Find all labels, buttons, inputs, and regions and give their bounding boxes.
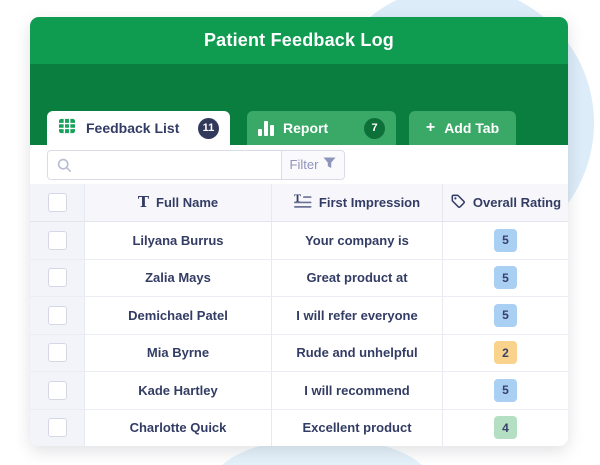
tag-icon	[450, 193, 466, 212]
table-row: Lilyana Burrus Your company is 5	[30, 222, 568, 260]
tab-report-label: Report	[283, 120, 329, 136]
report-count-badge: 7	[364, 117, 385, 139]
plus-icon: +	[425, 119, 436, 136]
table-row: Demichael Patel I will refer everyone 5	[30, 297, 568, 335]
filter-funnel-icon	[323, 157, 336, 172]
column-header-first-impression[interactable]: T First Impression	[272, 184, 443, 221]
svg-text:T: T	[294, 194, 301, 205]
column-label: Full Name	[156, 195, 219, 210]
text-field-icon: T	[137, 193, 150, 211]
tab-report[interactable]: Report 7	[247, 111, 396, 145]
rating-badge: 5	[494, 228, 517, 252]
first-impression-cell[interactable]: I will recommend	[272, 372, 443, 409]
row-gutter-cell	[30, 297, 85, 334]
rating-badge: 5	[494, 378, 517, 402]
bar-chart-icon	[258, 120, 274, 136]
table-grid-icon	[58, 118, 76, 139]
patient-feedback-app-window: Patient Feedback Log Feedback List 11 Re…	[30, 17, 568, 446]
rating-badge: 4	[494, 416, 517, 440]
row-checkbox[interactable]	[47, 268, 67, 288]
overall-rating-cell[interactable]: 5	[443, 222, 568, 259]
first-impression-cell[interactable]: Your company is	[272, 222, 443, 259]
search-box: Filter	[47, 149, 345, 180]
overall-rating-cell[interactable]: 4	[443, 410, 568, 447]
column-label: Overall Rating	[472, 195, 562, 210]
overall-rating-cell[interactable]: 5	[443, 297, 568, 334]
add-tab-button[interactable]: + Add Tab	[409, 111, 516, 145]
feedback-count-badge: 11	[198, 117, 219, 139]
full-name-cell[interactable]: Kade Hartley	[85, 372, 272, 409]
tab-feedback-list[interactable]: Feedback List 11	[47, 111, 230, 145]
row-gutter-cell	[30, 334, 85, 371]
row-checkbox[interactable]	[47, 380, 67, 400]
row-gutter-cell	[30, 409, 85, 446]
first-impression-cell[interactable]: I will refer everyone	[272, 297, 443, 334]
add-tab-label: Add Tab	[444, 120, 500, 136]
header-gutter-cell	[30, 184, 85, 221]
full-name-cell[interactable]: Charlotte Quick	[85, 409, 272, 446]
table-row: Mia Byrne Rude and unhelpful 2	[30, 334, 568, 372]
app-title: Patient Feedback Log	[203, 30, 395, 50]
full-name-cell[interactable]: Mia Byrne	[85, 334, 272, 371]
row-gutter-cell	[30, 372, 85, 409]
filter-button[interactable]: Filter	[281, 150, 344, 179]
table-row: Charlotte Quick Excellent product 4	[30, 409, 568, 447]
rating-badge: 5	[494, 266, 517, 290]
column-header-full-name[interactable]: T Full Name	[85, 184, 272, 221]
search-input[interactable]	[48, 150, 281, 179]
row-gutter-cell	[30, 222, 85, 259]
rating-badge: 2	[494, 341, 517, 365]
row-checkbox[interactable]	[47, 230, 67, 250]
row-checkbox[interactable]	[47, 418, 67, 438]
first-impression-cell[interactable]: Great product at	[272, 259, 443, 296]
row-checkbox[interactable]	[47, 343, 67, 363]
table-header-row: T Full Name T First Impression	[30, 184, 568, 222]
row-checkbox[interactable]	[47, 305, 67, 325]
rating-badge: 5	[494, 303, 517, 327]
search-icon	[57, 158, 72, 178]
search-toolbar: Filter	[30, 145, 568, 184]
full-name-cell[interactable]: Demichael Patel	[85, 297, 272, 334]
overall-rating-cell[interactable]: 2	[443, 335, 568, 372]
full-name-cell[interactable]: Zalia Mays	[85, 259, 272, 296]
full-name-cell[interactable]: Lilyana Burrus	[85, 222, 272, 259]
overall-rating-cell[interactable]: 5	[443, 260, 568, 297]
feedback-table: T Full Name T First Impression	[30, 184, 568, 446]
filter-button-label: Filter	[289, 157, 319, 172]
table-row: Zalia Mays Great product at 5	[30, 259, 568, 297]
first-impression-cell[interactable]: Rude and unhelpful	[272, 334, 443, 371]
column-label: First Impression	[318, 195, 421, 210]
tab-bar: Feedback List 11 Report 7 + Add Tab	[30, 64, 568, 145]
app-title-bar: Patient Feedback Log	[30, 17, 568, 64]
first-impression-cell[interactable]: Excellent product	[272, 409, 443, 446]
tab-feedback-list-label: Feedback List	[86, 120, 180, 136]
table-row: Kade Hartley I will recommend 5	[30, 372, 568, 410]
row-gutter-cell	[30, 259, 85, 296]
overall-rating-cell[interactable]: 5	[443, 372, 568, 409]
select-all-checkbox[interactable]	[47, 193, 67, 212]
long-text-icon: T	[293, 193, 312, 212]
column-header-overall-rating[interactable]: Overall Rating	[443, 184, 568, 221]
